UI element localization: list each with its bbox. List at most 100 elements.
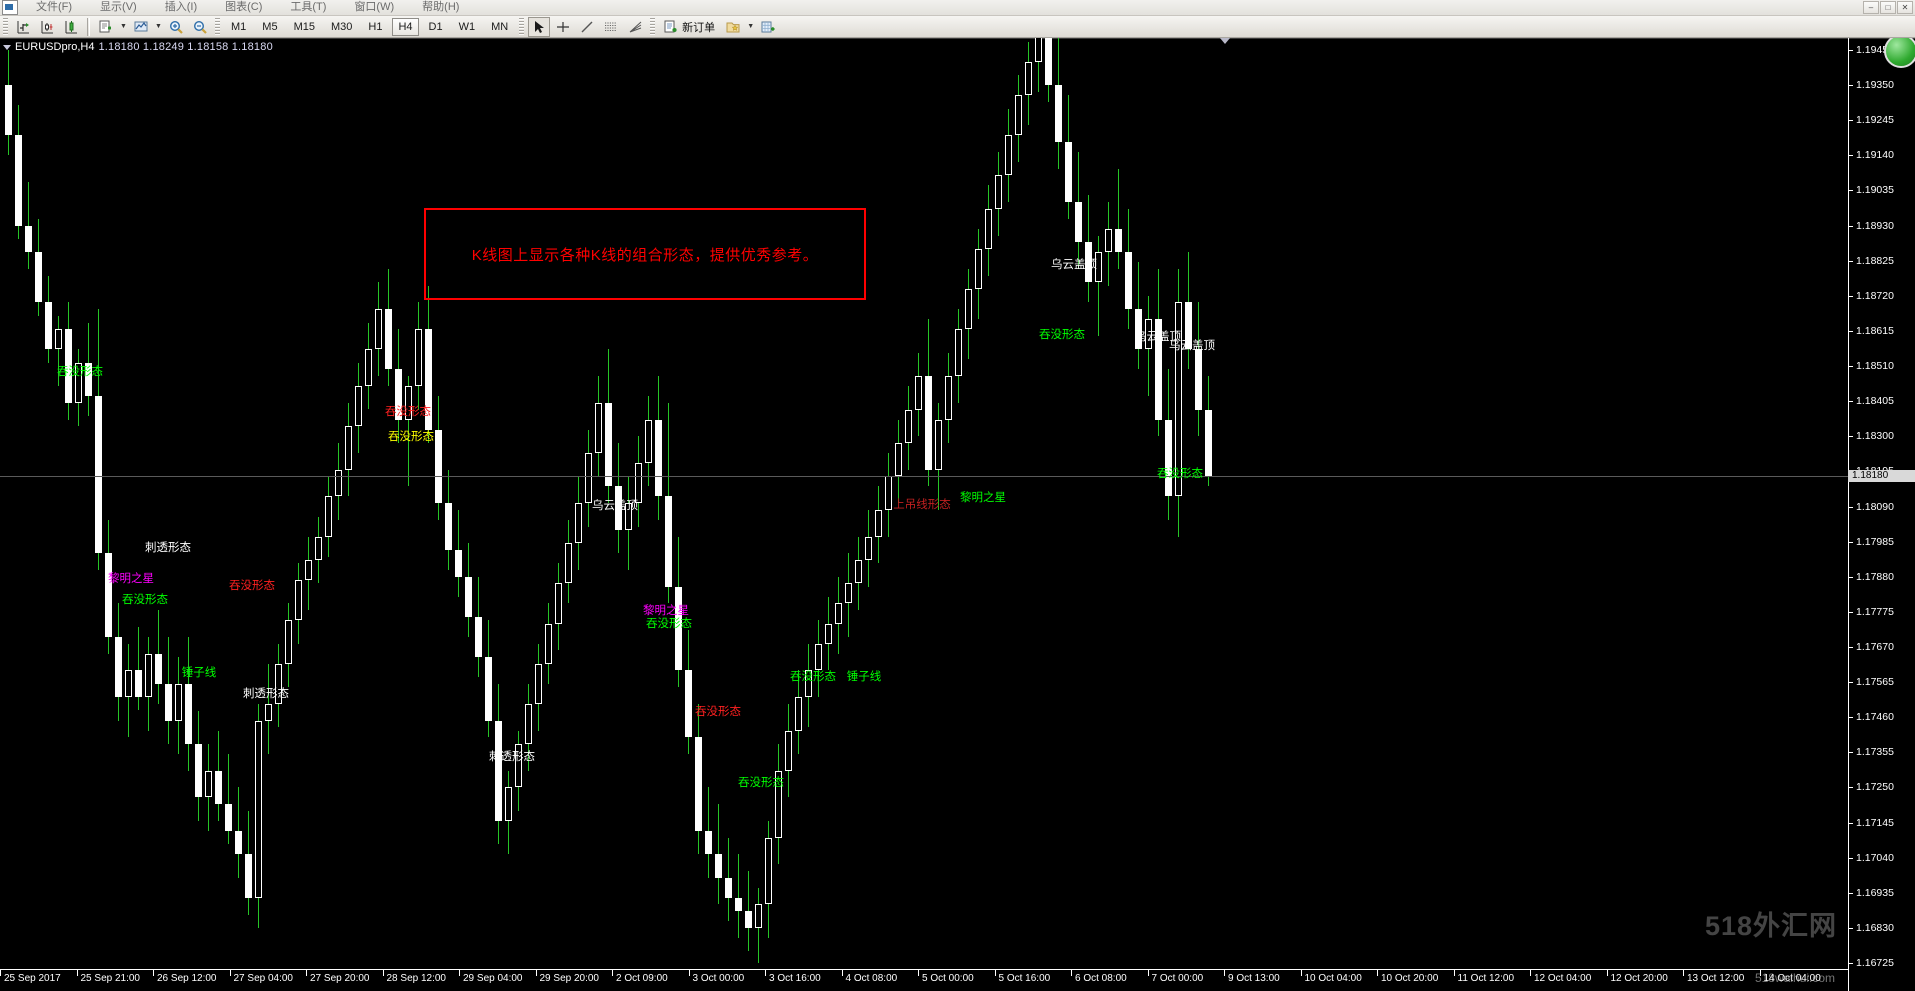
menu-item-charts[interactable]: 图表(C) [225, 1, 263, 13]
candle-body [715, 854, 722, 878]
zoom-in-icon[interactable] [165, 17, 187, 37]
minimize-button[interactable]: – [1863, 1, 1879, 14]
candle-body [1105, 228, 1112, 253]
price-tick: 1.19140 [1849, 149, 1894, 161]
chevron-down-icon[interactable] [3, 44, 11, 50]
time-tick-label: 29 Sep 20:00 [539, 973, 600, 984]
pattern-label: 刺透形态 [145, 542, 191, 554]
time-tick-mark [918, 970, 919, 976]
timeframe-button-w1[interactable]: W1 [458, 20, 476, 33]
candle-body [455, 549, 462, 577]
candle-body [445, 503, 452, 550]
candle-body [195, 743, 202, 798]
trendline-icon[interactable] [576, 17, 598, 37]
timeframe-button-m15[interactable]: M15 [293, 20, 315, 33]
price-axis[interactable]: 1.19455 1.19350 1.19245 1.19140 1.19035 1.189… [1848, 38, 1915, 991]
time-tick-label: 14 Oct 04:00 [1763, 973, 1821, 984]
menu-item-window[interactable]: 窗口(W) [354, 1, 395, 13]
pattern-label: 吞没形态 [229, 580, 275, 592]
crosshair-icon[interactable] [552, 17, 574, 37]
menu-item-view[interactable]: 显示(V) [100, 1, 137, 13]
time-tick-label: 2 Oct 09:00 [616, 973, 668, 984]
candle-body [395, 369, 402, 420]
maximize-button[interactable]: □ [1880, 1, 1896, 14]
pattern-label: 吞没形态 [646, 618, 692, 630]
indicators-icon[interactable] [130, 17, 152, 37]
candle-body [95, 396, 102, 554]
candle-body [325, 496, 332, 537]
timeframe-button-m1[interactable]: M1 [231, 20, 247, 33]
indicators-dropdown-icon[interactable]: ▼ [155, 23, 162, 30]
bar-chart-icon[interactable] [12, 17, 34, 37]
timeframe-group-grip[interactable] [215, 17, 220, 36]
timeframe-button-m5[interactable]: M5 [262, 20, 278, 33]
candle-body [965, 289, 972, 330]
candle-body [165, 683, 172, 721]
toolbar-separator [87, 17, 90, 36]
timeframe-button-h1[interactable]: H1 [368, 20, 383, 33]
candlestick-chart-icon[interactable] [36, 17, 58, 37]
candle-body [1075, 202, 1082, 243]
fibo-icon[interactable] [600, 17, 622, 37]
menu-item-insert[interactable]: 插入(I) [164, 1, 198, 13]
metatrader-icon [2, 0, 18, 15]
timeframe-button-h4[interactable]: H4 [392, 17, 419, 36]
time-tick-label: 7 Oct 00:00 [1151, 973, 1204, 984]
new-order-label: 新订单 [682, 21, 716, 34]
time-tick-mark [612, 970, 613, 976]
candle-body [305, 560, 312, 581]
pattern-label: 锤子线 [181, 667, 217, 679]
price-tick: 1.17250 [1849, 781, 1894, 793]
pattern-label: 锤子线 [846, 671, 882, 683]
fibo-fan-icon[interactable] [624, 17, 646, 37]
timeframe-button-m30[interactable]: M30 [330, 20, 353, 33]
candle-body [265, 703, 272, 721]
time-tick-mark [1453, 970, 1455, 976]
candle-body [1035, 38, 1042, 62]
candle-wick [1038, 38, 1039, 92]
candle-body [505, 787, 512, 821]
time-tick-label: 5 Oct 00:00 [922, 973, 974, 984]
templates-icon[interactable] [722, 17, 744, 37]
candle-body [725, 877, 732, 898]
new-order-button[interactable]: 新订单 [660, 17, 721, 37]
candle-body [25, 225, 32, 253]
candle-body [235, 830, 242, 855]
line-chart-icon[interactable] [60, 17, 82, 37]
cursor-icon[interactable] [528, 16, 551, 37]
new-chart-dropdown-icon[interactable]: ▼ [120, 23, 127, 30]
chart-canvas[interactable]: EURUSDpro,H4 1.18180 1.18249 1.18158 1.1… [0, 38, 1915, 991]
time-tick-mark [229, 970, 231, 976]
timeframe-button-mn[interactable]: MN [491, 20, 509, 33]
time-tick-mark [153, 970, 154, 976]
pattern-label: 吞没形态 [1039, 329, 1085, 341]
grid-icon[interactable] [757, 17, 779, 37]
menu-item-help[interactable]: 帮助(H) [422, 1, 460, 13]
menu-item-tools[interactable]: 工具(T) [290, 1, 327, 13]
zoom-out-icon[interactable] [189, 17, 211, 37]
new-chart-icon[interactable] [95, 17, 117, 37]
candle-body [1195, 349, 1202, 410]
order-group-grip[interactable] [650, 17, 656, 36]
candle-body [5, 85, 12, 136]
candle-body [835, 603, 842, 624]
chart-scroll-caret-icon[interactable] [1220, 38, 1230, 44]
toolbar-grip[interactable] [3, 17, 8, 36]
candle-body [575, 503, 582, 544]
close-button[interactable]: ✕ [1897, 1, 1913, 14]
watermark: 518外汇网 [1704, 911, 1837, 941]
cursor-group-grip[interactable] [519, 17, 525, 36]
status-ball-icon [1884, 38, 1915, 68]
candle-body [755, 904, 762, 928]
candle-body [1015, 95, 1022, 136]
price-tick: 1.16725 [1849, 957, 1894, 969]
menu-item-file[interactable]: 文件(F) [36, 1, 73, 13]
candle-body [355, 386, 362, 427]
watermark-sub: 518waihui.com [1754, 971, 1835, 985]
templates-dropdown-icon[interactable]: ▼ [747, 23, 755, 30]
timeframe-button-d1[interactable]: D1 [428, 20, 443, 33]
price-tick: 1.17565 [1849, 676, 1894, 688]
time-tick-label: 6 Oct 08:00 [1075, 973, 1127, 984]
time-axis[interactable]: 25 Sep 2017 25 Sep 21:00 26 Sep 12:00 27 Se… [0, 969, 1848, 991]
